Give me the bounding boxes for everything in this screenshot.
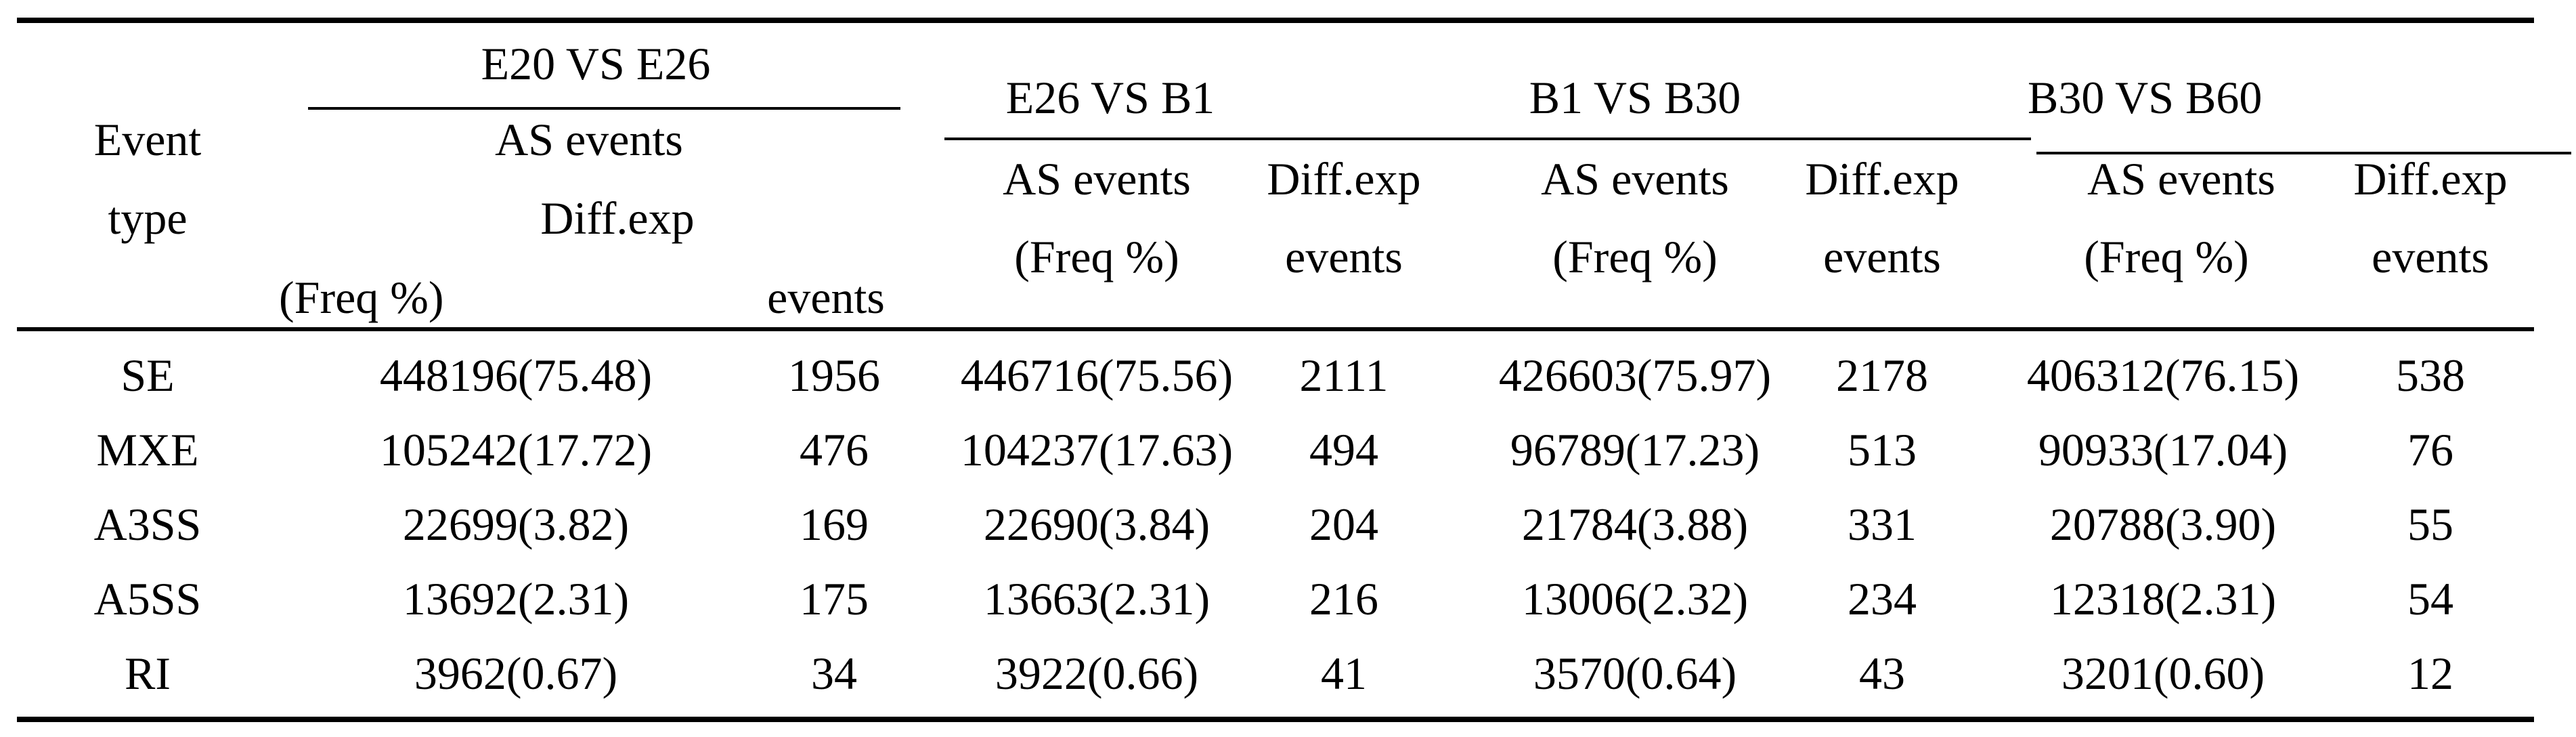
row-se-cell-3: 446716(75.56) <box>960 350 1234 401</box>
row-ri-cell-5: 3570(0.64) <box>1533 648 1737 699</box>
row-a3ss-cell-7: 20788(3.90) <box>2049 499 2277 550</box>
group4-rule <box>2036 152 2571 154</box>
row-ri-cell-1: 3962(0.67) <box>414 648 618 699</box>
row-mxe-type: MXE <box>96 424 199 476</box>
row-a5ss-cell-4: 216 <box>1309 573 1378 625</box>
row-a3ss-type: A3SS <box>93 499 202 550</box>
header-rule <box>17 327 2534 331</box>
row-ri-cell-8: 12 <box>2407 648 2453 699</box>
group1-rule <box>308 107 900 110</box>
row-mxe-cell-5: 96789(17.23) <box>1510 424 1760 476</box>
row-a3ss-cell-5: 21784(3.88) <box>1521 499 1749 550</box>
row-mxe-cell-3: 104237(17.63) <box>960 424 1234 476</box>
group2-events-label: events <box>1285 231 1403 282</box>
row-a5ss-cell-8: 54 <box>2407 573 2453 625</box>
group4-diff-label: Diff.exp <box>2353 153 2508 205</box>
row-a3ss-cell-3: 22690(3.84) <box>983 499 1210 550</box>
row-ri-type: RI <box>125 648 171 699</box>
row-a3ss-cell-4: 204 <box>1309 499 1378 550</box>
row-a3ss-cell-8: 55 <box>2407 499 2453 550</box>
group4-as-events-label: AS events <box>2087 153 2275 205</box>
group1-events-label: events <box>767 272 885 323</box>
group3-events-label: events <box>1823 231 1941 282</box>
row-a3ss-cell-2: 169 <box>800 499 869 550</box>
row-ri-cell-4: 41 <box>1321 648 1367 699</box>
group4-events-label: events <box>2372 231 2489 282</box>
row-ri-cell-6: 43 <box>1859 648 1905 699</box>
row-ri-cell-7: 3201(0.60) <box>2061 648 2265 699</box>
row-mxe-cell-2: 476 <box>800 424 869 476</box>
header-event-type-line1: Event <box>93 114 202 165</box>
group1-diff-label: Diff.exp <box>540 192 695 244</box>
row-se-cell-2: 1956 <box>788 350 880 401</box>
group2-title: E26 VS B1 <box>1005 72 1215 123</box>
row-se-cell-4: 2111 <box>1299 350 1389 401</box>
row-se-cell-5: 426603(75.97) <box>1498 350 1772 401</box>
row-ri-cell-2: 34 <box>811 648 857 699</box>
row-a5ss-cell-6: 234 <box>1848 573 1917 625</box>
row-se-cell-6: 2178 <box>1836 350 1928 401</box>
row-se-cell-7: 406312(76.15) <box>2026 350 2300 401</box>
group3-diff-label: Diff.exp <box>1805 153 1959 205</box>
group3-title: B1 VS B30 <box>1529 72 1741 123</box>
group2-diff-label: Diff.exp <box>1267 153 1421 205</box>
group1-freq-label: (Freq %) <box>279 272 444 323</box>
row-mxe-cell-6: 513 <box>1848 424 1917 476</box>
row-a5ss-cell-3: 13663(2.31) <box>983 573 1210 625</box>
row-a5ss-cell-7: 12318(2.31) <box>2049 573 2277 625</box>
group4-title: B30 VS B60 <box>2028 72 2263 123</box>
row-se-cell-1: 448196(75.48) <box>379 350 653 401</box>
row-a3ss-cell-1: 22699(3.82) <box>402 499 630 550</box>
row-a5ss-cell-1: 13692(2.31) <box>402 573 630 625</box>
row-mxe-cell-7: 90933(17.04) <box>2038 424 2288 476</box>
group1-as-events-label: AS events <box>495 114 683 165</box>
row-se-type: SE <box>121 350 175 401</box>
row-se-cell-8: 538 <box>2396 350 2465 401</box>
group4-freq-label: (Freq %) <box>2084 231 2249 282</box>
group1-title: E20 VS E26 <box>481 38 711 89</box>
group2-freq-label: (Freq %) <box>1014 231 1179 282</box>
row-a5ss-type: A5SS <box>93 573 202 625</box>
group2-as-events-label: AS events <box>1003 153 1191 205</box>
group3-freq-label: (Freq %) <box>1552 231 1718 282</box>
row-mxe-cell-1: 105242(17.72) <box>379 424 653 476</box>
header-event-type-line2: type <box>108 192 188 244</box>
row-mxe-cell-8: 76 <box>2407 424 2453 476</box>
top-rule <box>17 18 2534 23</box>
row-mxe-cell-4: 494 <box>1309 424 1378 476</box>
group3-as-events-label: AS events <box>1541 153 1729 205</box>
row-ri-cell-3: 3922(0.66) <box>995 648 1199 699</box>
row-a5ss-cell-5: 13006(2.32) <box>1521 573 1749 625</box>
row-a5ss-cell-2: 175 <box>800 573 869 625</box>
group2-3-rule <box>944 138 2031 140</box>
row-a3ss-cell-6: 331 <box>1848 499 1917 550</box>
bottom-rule <box>17 717 2534 722</box>
